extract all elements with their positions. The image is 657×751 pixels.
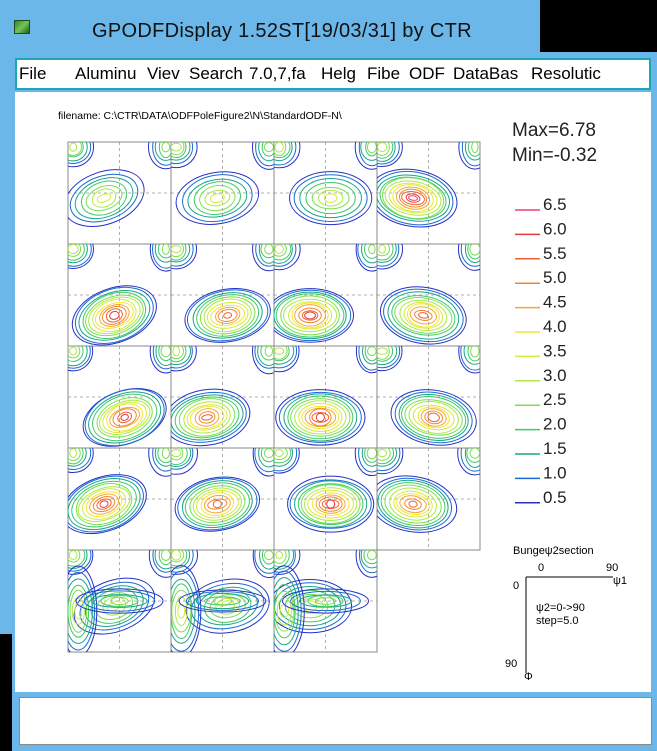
menu-parameters[interactable]: 7.0,7,fa [249,64,306,83]
app-icon [14,20,30,34]
menu-aluminum[interactable]: Aluminu [75,64,137,83]
title-bar[interactable]: GPODFDisplay 1.52ST[19/03/31] by CTR [0,0,540,52]
menu-file[interactable]: File [19,64,47,83]
offscreen-region [540,0,657,52]
status-bar [19,697,652,745]
menu-bar: File Aluminu Viev Search 7.0,7,fa Helg F… [15,58,651,90]
max-label: Max=6.78 [512,120,596,141]
window-title: GPODFDisplay 1.52ST[19/03/31] by CTR [92,20,472,42]
offscreen-region-left [0,634,12,751]
menu-fiber[interactable]: Fibe [367,64,401,83]
menu-search[interactable]: Search [189,64,243,83]
menu-help[interactable]: Helg [321,64,356,83]
menu-database[interactable]: DataBas [453,64,519,83]
menu-odf[interactable]: ODF [409,64,445,83]
menu-resolution[interactable]: Resolutic [531,64,601,83]
filename-label: filename: C:\CTR\DATA\ODFPoleFigure2\N\S… [58,110,342,122]
plot-canvas [15,92,651,692]
menu-view[interactable]: Viev [147,64,180,83]
min-label: Min=-0.32 [512,145,598,166]
